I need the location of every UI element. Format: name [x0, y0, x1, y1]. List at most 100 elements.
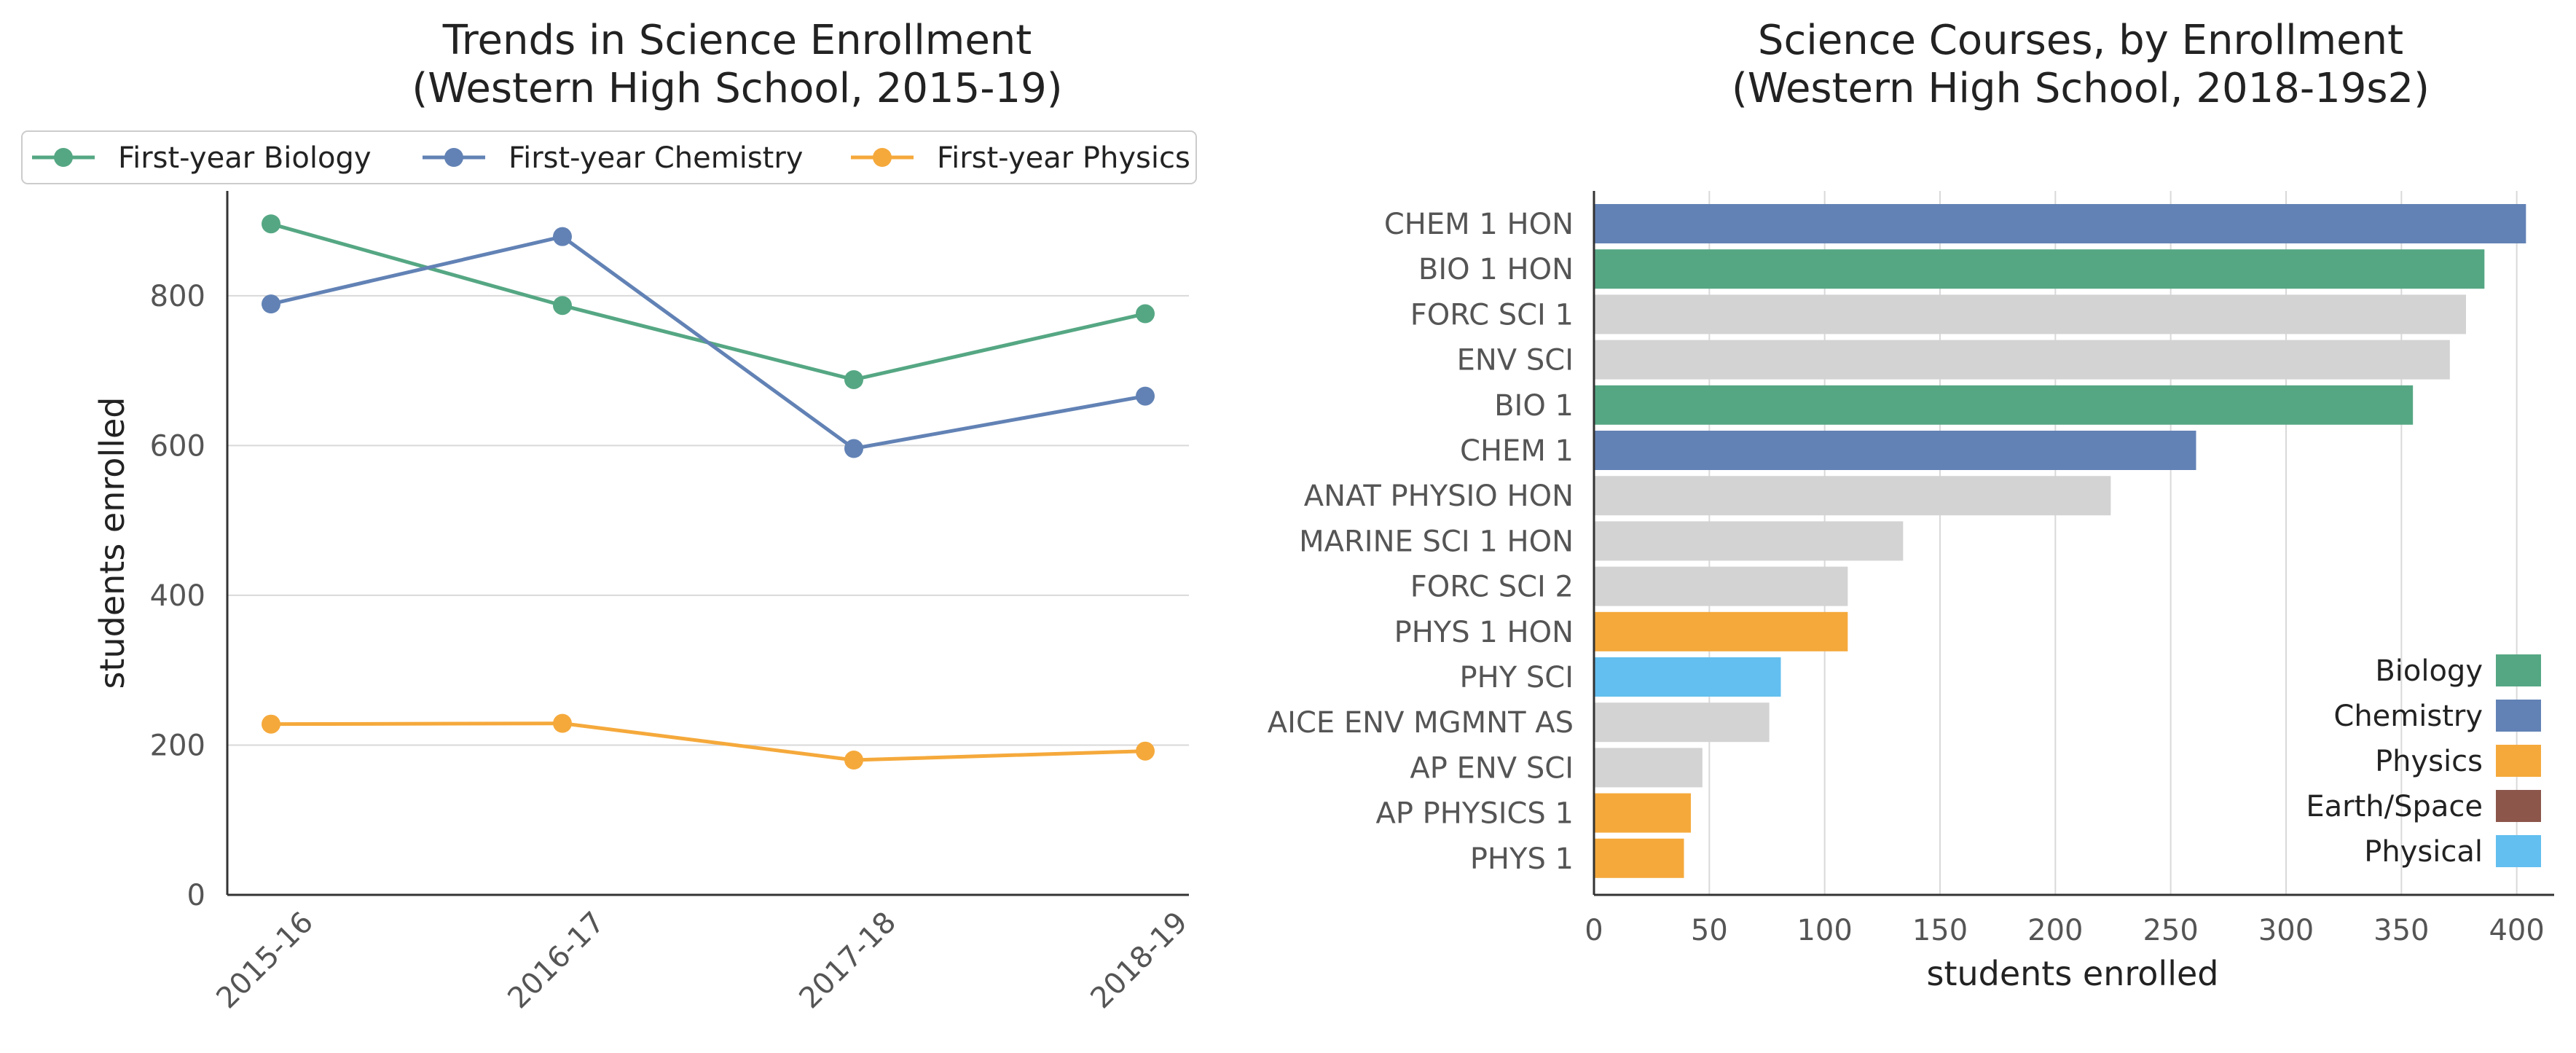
data-point — [844, 439, 863, 458]
bar-chart-title-line2: (Western High School, 2018-19s2) — [1732, 65, 2430, 112]
category-label: PHYS 1 HON — [1394, 616, 1574, 649]
line-chart-x-ticks: 2015-16 2016-17 2017-18 2018-19 — [210, 906, 1194, 1016]
bar-chart-category-labels: CHEM 1 HON BIO 1 HON FORC SCI 1 ENV SCI BIO … — [1268, 208, 1574, 876]
x-tick-label: 0 — [1585, 914, 1603, 947]
bar — [1594, 521, 1904, 561]
legend-box — [21, 130, 1197, 184]
bar — [1594, 566, 1848, 606]
legend-entry-label: First-year Chemistry — [508, 141, 803, 175]
x-tick-label: 2015-16 — [210, 906, 320, 1016]
legend-marker — [873, 148, 892, 167]
legend-entry-label: Chemistry — [2333, 700, 2483, 733]
bar — [1594, 204, 2526, 243]
line-chart-y-ticks: 0 200 400 600 800 — [150, 280, 205, 912]
legend-swatch — [2496, 745, 2541, 777]
y-tick-label: 400 — [150, 579, 205, 613]
data-point — [844, 369, 863, 389]
data-point — [262, 714, 280, 734]
category-label: FORC SCI 2 — [1410, 571, 1574, 604]
data-point — [262, 214, 280, 234]
bar-chart-title-line1: Science Courses, by Enrollment — [1758, 17, 2403, 64]
data-point — [1136, 304, 1155, 324]
legend-swatch — [2496, 654, 2541, 686]
category-label: BIO 1 HON — [1418, 253, 1574, 286]
data-point — [553, 227, 572, 246]
legend-entry-label: First-year Physics — [937, 141, 1190, 175]
x-tick-label: 400 — [2489, 914, 2544, 947]
category-label: AP PHYSICS 1 — [1375, 797, 1574, 831]
category-label: AICE ENV MGMNT AS — [1268, 706, 1574, 740]
line-chart-y-axis-label: students enrolled — [93, 397, 132, 689]
data-point — [553, 296, 572, 316]
bar-chart-x-axis-label: students enrolled — [1927, 954, 2219, 993]
bar — [1594, 611, 1848, 651]
category-label: ENV SCI — [1457, 344, 1574, 377]
y-tick-label: 800 — [150, 280, 205, 313]
y-tick-label: 0 — [187, 879, 205, 912]
line-chart-title-line1: Trends in Science Enrollment — [442, 17, 1032, 64]
legend-swatch — [2496, 700, 2541, 732]
series-line — [270, 721, 1146, 762]
bar — [1594, 838, 1684, 878]
category-label: CHEM 1 — [1460, 434, 1574, 468]
x-tick-label: 2018-19 — [1084, 906, 1194, 1016]
bar — [1594, 657, 1781, 697]
y-tick-label: 200 — [150, 729, 205, 762]
x-tick-label: 250 — [2143, 914, 2198, 947]
series-line — [270, 234, 1146, 451]
bar — [1594, 793, 1691, 833]
legend-entry-label: First-year Biology — [118, 141, 372, 175]
category-label: BIO 1 — [1494, 389, 1574, 423]
bar — [1594, 385, 2414, 425]
legend-entry-label: Biology — [2375, 654, 2483, 688]
legend-entry-label: Physics — [2375, 745, 2483, 778]
legend-marker — [54, 148, 73, 167]
bar — [1594, 294, 2466, 334]
bar — [1594, 249, 2485, 289]
x-tick-label: 150 — [1912, 914, 1968, 947]
legend-marker — [444, 148, 463, 167]
data-point — [1136, 741, 1155, 761]
x-tick-label: 300 — [2258, 914, 2314, 947]
line-chart-title-line2: (Western High School, 2015-19) — [412, 65, 1062, 112]
x-tick-label: 350 — [2373, 914, 2429, 947]
bar-chart-legend: Biology Chemistry Physics Earth/Space Physic… — [2306, 654, 2541, 869]
series-line — [270, 222, 1146, 382]
x-tick-label: 200 — [2027, 914, 2083, 947]
category-label: PHY SCI — [1460, 661, 1574, 694]
category-label: PHYS 1 — [1470, 842, 1574, 876]
line-chart-series — [262, 214, 1155, 770]
bar — [1594, 476, 2111, 516]
bar-chart-bars — [1594, 204, 2526, 878]
category-label: AP ENV SCI — [1410, 751, 1574, 785]
bar — [1594, 340, 2450, 380]
data-point — [844, 751, 863, 770]
line-chart-legend: First-year Biology First-year Chemistry Fi… — [21, 130, 1197, 184]
y-tick-label: 600 — [150, 429, 205, 463]
bar-chart-axes — [1593, 191, 2554, 896]
x-tick-label: 2017-18 — [793, 906, 903, 1016]
category-label: FORC SCI 1 — [1410, 298, 1574, 332]
data-point — [553, 713, 572, 733]
x-tick-label: 50 — [1691, 914, 1728, 947]
bar-chart-x-ticks: 0 50 100 150 200 250 300 350 400 — [1585, 914, 2545, 947]
bar — [1594, 431, 2196, 470]
bar-chart: Science Courses, by Enrollment (Western … — [1268, 17, 2554, 993]
x-tick-label: 100 — [1796, 914, 1852, 947]
line-chart: Trends in Science Enrollment (Western Hi… — [21, 17, 1197, 1016]
data-point — [1136, 386, 1155, 406]
line-chart-grid — [227, 294, 1189, 746]
category-label: CHEM 1 HON — [1384, 208, 1574, 241]
bar — [1594, 748, 1703, 788]
data-point — [262, 294, 280, 314]
legend-entry-label: Earth/Space — [2306, 790, 2483, 823]
legend-entry-label: Physical — [2364, 835, 2483, 869]
bar — [1594, 702, 1770, 743]
legend-swatch — [2496, 790, 2541, 822]
category-label: MARINE SCI 1 HON — [1299, 525, 1574, 558]
x-tick-label: 2016-17 — [501, 906, 611, 1016]
line-chart-axes — [226, 191, 1189, 896]
category-label: ANAT PHYSIO HON — [1304, 479, 1574, 513]
legend-swatch — [2496, 835, 2541, 867]
